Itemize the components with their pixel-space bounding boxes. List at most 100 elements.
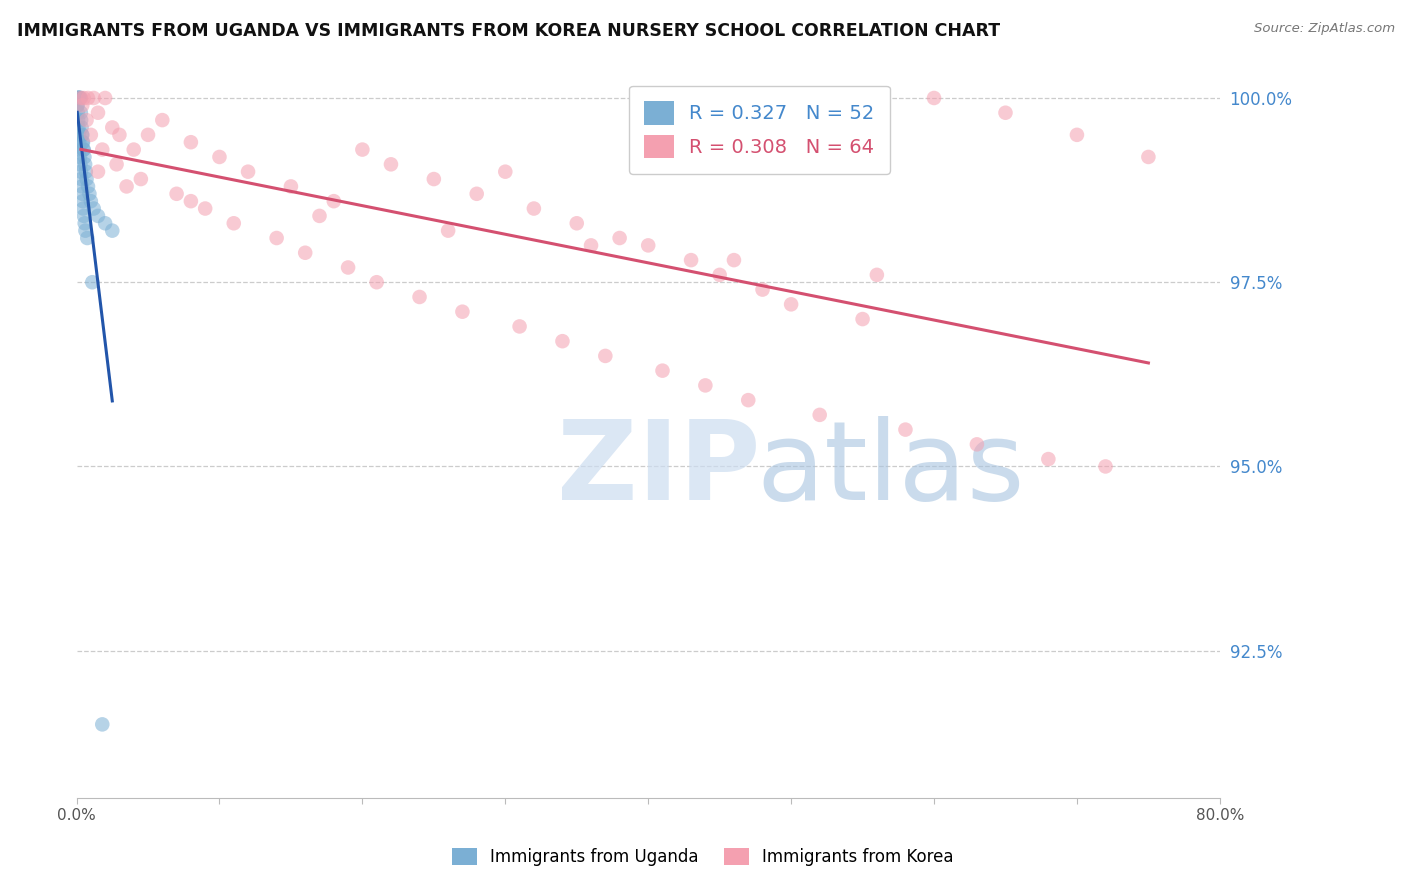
Point [280,179,302,194]
Point [1137,150,1160,164]
Point [69,143,91,157]
Point [1038,452,1060,467]
Point [352,143,374,157]
Point [294,245,316,260]
Point [67,135,90,149]
Point [69,91,91,105]
Point [1094,459,1116,474]
Point [651,364,673,378]
Point [150,113,173,128]
Point [681,253,703,268]
Point [91,143,114,157]
Point [80,128,103,142]
Point [72,128,94,142]
Point [66,105,89,120]
Point [236,164,259,178]
Point [523,202,546,216]
Point [66,98,89,112]
Text: Source: ZipAtlas.com: Source: ZipAtlas.com [1254,22,1395,36]
Point [780,297,803,311]
Point [723,253,745,268]
Point [70,113,93,128]
Point [66,91,89,105]
Point [322,194,344,209]
Point [69,105,91,120]
Point [91,717,114,731]
Point [73,91,96,105]
Point [67,128,90,142]
Point [77,91,100,105]
Point [69,91,91,105]
Point [308,209,330,223]
Point [551,334,574,348]
Point [101,120,124,135]
Point [966,437,988,451]
Point [565,216,588,230]
Point [67,91,90,105]
Point [222,216,245,230]
Point [77,179,100,194]
Point [851,312,873,326]
Text: atlas: atlas [756,417,1025,524]
Point [72,135,94,149]
Point [108,128,131,142]
Point [67,120,90,135]
Point [66,98,89,112]
Point [67,113,90,128]
Point [80,194,103,209]
Point [366,275,388,289]
Point [437,224,460,238]
Point [79,186,101,201]
Point [408,290,430,304]
Point [894,423,917,437]
Point [180,194,202,209]
Point [87,164,110,178]
Point [67,91,90,105]
Point [73,150,96,164]
Point [72,98,94,112]
Point [73,143,96,157]
Point [76,231,98,245]
Point [105,157,128,171]
Point [208,150,231,164]
Point [66,91,89,105]
Point [94,216,117,230]
Point [67,91,90,105]
Point [70,120,93,135]
Point [609,231,631,245]
Point [70,128,93,142]
Point [87,209,110,223]
Point [194,202,217,216]
Point [136,128,159,142]
Point [423,172,446,186]
Point [808,408,831,422]
Point [637,238,659,252]
Point [83,91,105,105]
Point [70,164,93,178]
Point [67,91,90,105]
Point [69,91,91,105]
Point [72,143,94,157]
Point [69,157,91,171]
Point [451,304,474,318]
Point [76,113,98,128]
Point [94,91,117,105]
Point [75,164,97,178]
Point [494,164,516,178]
Point [751,283,773,297]
Point [70,172,93,186]
Point [72,186,94,201]
Point [72,194,94,209]
Point [69,91,91,105]
Point [509,319,531,334]
Point [166,186,188,201]
Point [72,202,94,216]
Point [994,105,1017,120]
Point [695,378,717,392]
Point [82,275,104,289]
Point [75,224,97,238]
Point [76,172,98,186]
Point [709,268,731,282]
Point [75,157,97,171]
Point [866,268,889,282]
